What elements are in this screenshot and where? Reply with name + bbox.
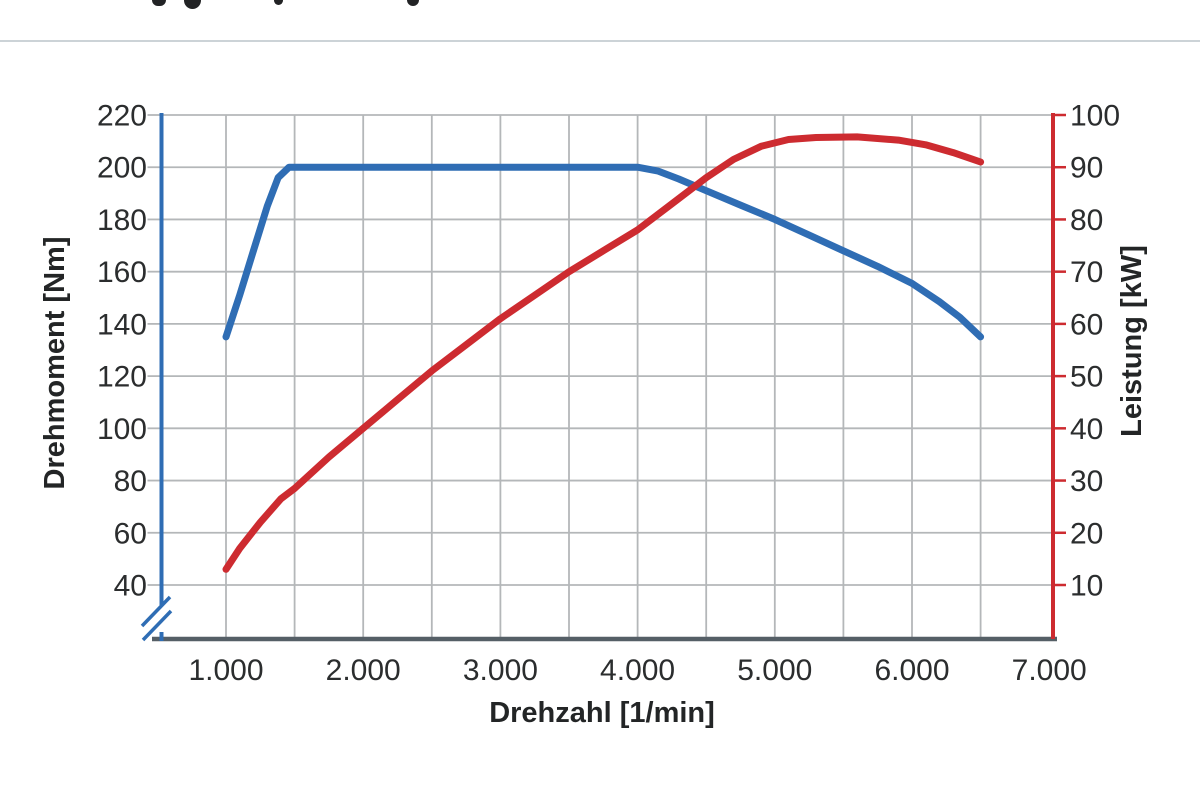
axis-break-slash [141,609,173,642]
y-left-tick-label: 140 [97,308,147,341]
y-right-tick-label: 50 [1070,361,1103,394]
torque-curve [222,163,985,341]
y-right-tick-label: 90 [1070,152,1103,185]
x-tick-label: 1.000 [188,654,263,687]
cropped-title-fragment [274,0,283,5]
x-tick-label: 4.000 [600,654,675,687]
x-tick-label: 3.000 [463,654,538,687]
axis-break-slash [140,595,172,628]
y-left-tick-label: 100 [97,413,147,446]
y-left-tick-label: 80 [114,465,147,498]
y-right-tick-label: 30 [1070,465,1103,498]
y-left-tick-label: 180 [97,204,147,237]
y-right-tick-label: 40 [1070,413,1103,446]
y-left-tick-label: 160 [97,256,147,289]
y-left-tick-label: 120 [97,361,147,394]
cropped-title-fragment [407,0,419,6]
power-curve [222,133,985,573]
y-right-axis-title: Leistung [kW] [1116,245,1148,437]
cropped-title-fragment [152,0,166,6]
y-right-tick-label: 70 [1070,256,1103,289]
y-right-tick-label: 20 [1070,517,1103,550]
y-left-tick-label: 60 [114,517,147,550]
x-tick-label: 2.000 [326,654,401,687]
y-left-tick-label: 40 [114,569,147,602]
x-tick-label: 5.000 [737,654,812,687]
header-divider [0,40,1200,42]
y-right-tick-label: 80 [1070,204,1103,237]
x-axis-title: Drehzahl [1/min] [489,697,715,729]
cropped-title-fragment [184,0,201,9]
x-tick-label: 6.000 [874,654,949,687]
x-tick-label: 7.000 [1012,654,1087,687]
y-left-tick-label: 220 [97,100,147,133]
y-left-tick-label: 200 [97,152,147,185]
y-right-tick-label: 60 [1070,308,1103,341]
y-right-tick-label: 10 [1070,569,1103,602]
y-left-axis-title: Drehmoment [Nm] [39,237,71,490]
y-right-tick-label: 100 [1070,100,1120,133]
